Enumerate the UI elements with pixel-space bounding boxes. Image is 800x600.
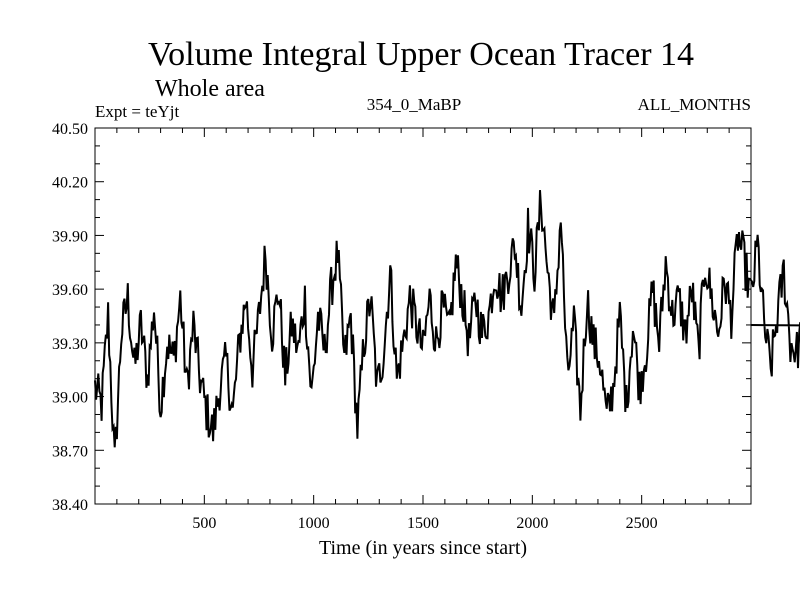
y-tick-label: 40.20 <box>52 175 88 192</box>
y-tick-label: 39.30 <box>52 336 88 353</box>
x-tick-label: 1500 <box>407 515 439 532</box>
x-tick-label: 500 <box>192 515 216 532</box>
series-line <box>94 190 800 448</box>
center-label: 354_0_MaBP <box>367 95 461 114</box>
x-tick-label: 1000 <box>298 515 330 532</box>
x-axis: 500 1000 1500 2000 2500 <box>116 128 730 532</box>
x-tick-label: 2000 <box>516 515 548 532</box>
y-axis: 38.40 38.70 39.00 39.30 39.60 39.90 40.20 40.50 <box>52 121 751 514</box>
plot-area: 38.40 38.70 39.00 39.30 39.60 39.90 40.20 40.50… <box>52 121 800 532</box>
x-tick-label: 2500 <box>626 515 658 532</box>
chart-subtitle: Whole area <box>155 76 265 102</box>
y-tick-label: 39.00 <box>52 390 88 407</box>
experiment-label: Expt = teYjt <box>95 102 179 121</box>
y-tick-label: 38.40 <box>52 497 88 514</box>
x-axis-label: Time (in years since start) <box>319 537 527 559</box>
y-tick-label: 40.50 <box>52 121 88 138</box>
chart-title: Volume Integral Upper Ocean Tracer 14 <box>148 36 694 73</box>
y-tick-label: 39.90 <box>52 228 88 245</box>
y-tick-label: 38.70 <box>52 443 88 460</box>
right-label: ALL_MONTHS <box>638 95 751 114</box>
y-tick-label: 39.60 <box>52 282 88 299</box>
